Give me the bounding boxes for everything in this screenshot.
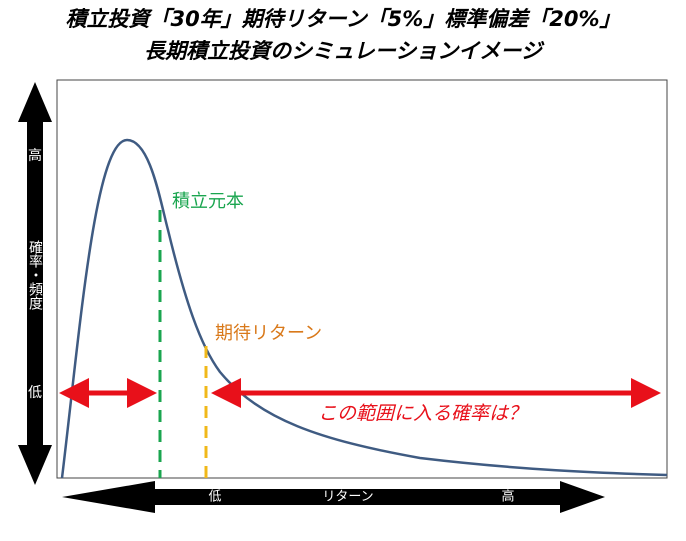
y-low: 低: [28, 385, 42, 401]
subtitle: 長期積立投資のシミュレーションイメージ: [144, 39, 545, 63]
range-question: この範囲に入る確率は？: [318, 403, 527, 425]
x-axis-arrow: [62, 481, 605, 513]
y-axis-arrow: [18, 82, 52, 485]
distribution-curve: [60, 138, 668, 479]
y-label: 確率・頻度: [27, 240, 43, 310]
x-label: リターン: [322, 490, 373, 505]
y-high: 高: [28, 147, 42, 164]
x-low: 低: [208, 490, 221, 505]
title: 積立投資「30年」期待リターン「5%」標準偏差「20%」: [65, 7, 620, 31]
x-high: 高: [501, 489, 514, 505]
expected-label: 期待リターン: [215, 323, 322, 344]
principal-label: 積立元本: [172, 191, 244, 212]
